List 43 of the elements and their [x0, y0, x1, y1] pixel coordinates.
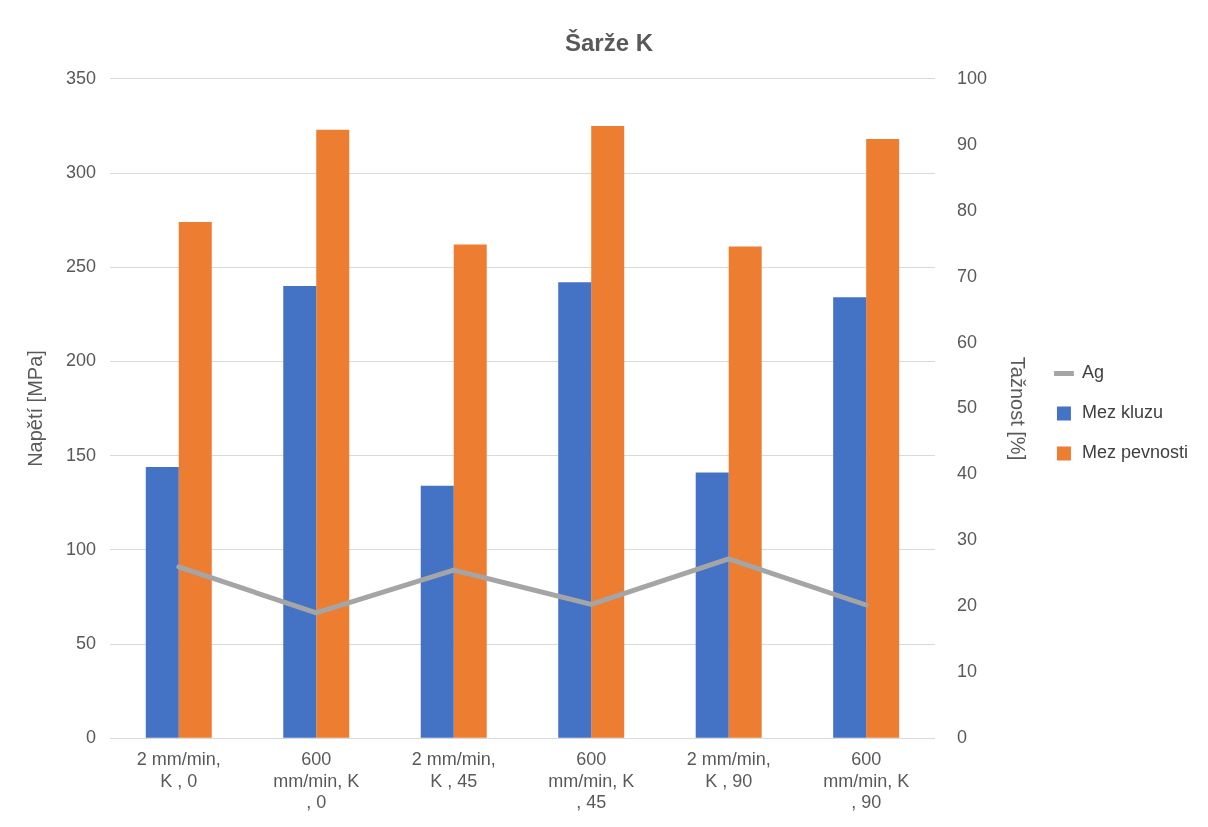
y2-tick-label: 50: [956, 397, 977, 418]
x-tick-label: 2 mm/min, K , 0: [136, 748, 221, 791]
y2-tick-label: 0: [956, 727, 967, 748]
y2-tick-label: 70: [956, 265, 977, 286]
x-tick-label: 600 mm/min, K , 45: [548, 748, 635, 813]
y2-tick-label: 60: [956, 331, 977, 352]
bar: [283, 286, 317, 738]
y2-tick-label: 80: [956, 199, 977, 220]
legend-label: Mez kluzu: [1081, 402, 1163, 423]
bar: [728, 246, 762, 738]
x-tick-label: 600 mm/min, K , 0: [273, 748, 360, 813]
x-tick-label: 2 mm/min, K , 45: [411, 748, 496, 791]
y-tick-label: 350: [65, 67, 97, 88]
y-tick-label: 50: [76, 632, 97, 653]
y2-tick-label: 10: [956, 661, 977, 682]
x-tick-label: 600 mm/min, K , 90: [823, 748, 910, 813]
bar: [145, 466, 179, 738]
bar: [866, 139, 900, 738]
legend-label: Ag: [1081, 362, 1104, 383]
y2-tick-label: 30: [956, 529, 977, 550]
y-tick-label: 200: [65, 350, 97, 371]
y-tick-label: 250: [65, 256, 97, 277]
bar: [695, 472, 729, 738]
bar: [178, 221, 212, 738]
y-tick-label: 100: [65, 538, 97, 559]
bar: [833, 297, 867, 738]
y2-tick-label: 20: [956, 595, 977, 616]
y-axis-title: Napětí [MPa]: [23, 350, 46, 467]
x-tick-label: 2 mm/min, K , 90: [686, 748, 771, 791]
chart-title: Šarže K: [564, 29, 654, 57]
y-tick-label: 300: [65, 161, 97, 182]
bar: [558, 282, 592, 738]
y-tick-label: 0: [86, 727, 97, 748]
y-tick-label: 150: [65, 444, 97, 465]
y2-tick-label: 100: [956, 67, 987, 88]
bar: [591, 125, 625, 738]
y2-axis-title: Tažnost [%]: [1007, 356, 1030, 461]
bar: [316, 129, 350, 738]
bar: [453, 244, 487, 738]
legend-label: Mez pevnosti: [1081, 442, 1189, 463]
y2-tick-label: 40: [956, 463, 977, 484]
y2-tick-label: 90: [956, 133, 977, 154]
bar: [420, 485, 454, 738]
